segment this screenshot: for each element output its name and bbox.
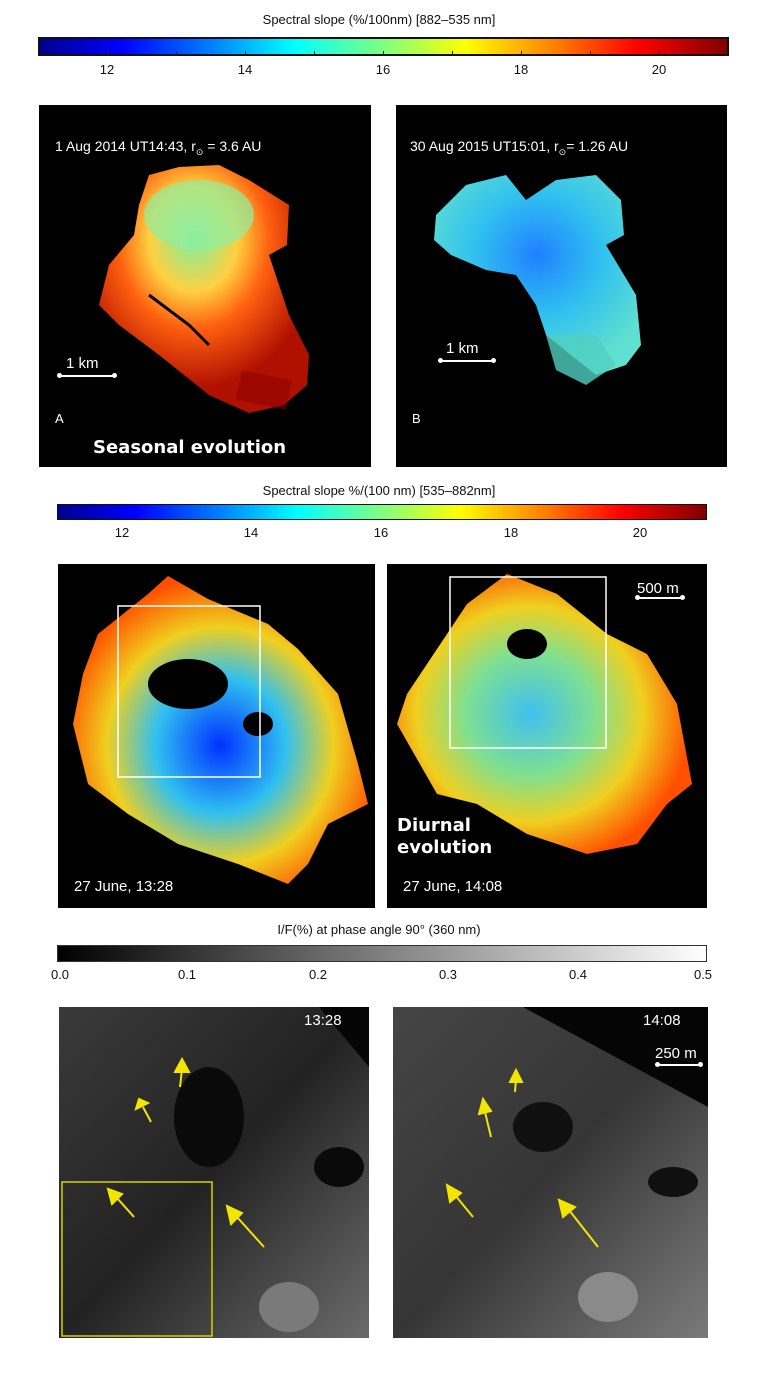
- panel-d-diurnal-1408: 500 m Diurnal evolution 27 June, 14:08: [387, 564, 707, 908]
- panel-f-if-1408: 14:08 250 m: [393, 1007, 708, 1338]
- panel-a-scale-bar: [57, 373, 117, 378]
- panel-a-letter: A: [55, 411, 64, 426]
- comet-slope-map-c: [73, 576, 368, 884]
- comet-nucleus-map-b: [434, 175, 641, 385]
- panel-e-if-1328: 13:28: [59, 1007, 369, 1338]
- panel-d-timestamp: 27 June, 14:08: [403, 878, 503, 895]
- comet-nucleus-map-a: [99, 165, 309, 413]
- panel-f-scale-bar: [655, 1062, 703, 1067]
- panel-d-overlay-line2: evolution: [397, 837, 493, 858]
- zoom-region-box: [117, 605, 261, 778]
- panel-a-caption: 1 Aug 2014 UT14:43, r⊙ = 3.6 AU: [55, 138, 262, 157]
- colorbar-bottom-gray: [57, 945, 707, 962]
- panel-d-overlay-line1: Diurnal: [397, 815, 471, 836]
- panel-a-seasonal-2014: 1 Aug 2014 UT14:43, r⊙ = 3.6 AU 1 km A S…: [39, 105, 371, 467]
- comet-reflectance-image-f: [393, 1007, 708, 1338]
- arrows: [445, 1067, 599, 1248]
- panel-a-overlay-label: Seasonal evolution: [93, 437, 287, 458]
- colorbar-mid-title: Spectral slope %/(100 nm) [535–882nm]: [262, 483, 496, 498]
- panel-b-letter: B: [412, 411, 421, 426]
- panel-c-diurnal-1328: 27 June, 13:28: [58, 564, 375, 908]
- panel-b-scale-bar: [438, 358, 496, 363]
- panel-a-scale-label: 1 km: [66, 355, 99, 372]
- panel-e-time: 13:28: [304, 1012, 342, 1029]
- panel-f-scale-label: 250 m: [655, 1045, 697, 1062]
- panel-d-scale-bar: [635, 595, 685, 600]
- comet-reflectance-image-e: [59, 1007, 369, 1338]
- colorbar-top-title: Spectral slope (%/100nm) [882–535 nm]: [262, 12, 496, 27]
- panel-d-scale-label: 500 m: [637, 580, 679, 597]
- panel-f-time: 14:08: [643, 1012, 681, 1029]
- comet-slope-map-d: [397, 574, 692, 854]
- zoom-region-box: [449, 576, 607, 749]
- context-region-box: [61, 1181, 213, 1337]
- colorbar-mid-jet: [57, 504, 707, 520]
- panel-b-seasonal-2015: 30 Aug 2015 UT15:01, r⊙= 1.26 AU 1 km B: [396, 105, 727, 467]
- panel-c-timestamp: 27 June, 13:28: [74, 878, 174, 895]
- arrows: [106, 1056, 265, 1248]
- colorbar-top-jet: [38, 37, 729, 56]
- panel-b-caption: 30 Aug 2015 UT15:01, r⊙= 1.26 AU: [410, 138, 629, 157]
- colorbar-bottom-title: I/F(%) at phase angle 90° (360 nm): [277, 922, 481, 937]
- panel-b-scale-label: 1 km: [446, 340, 479, 357]
